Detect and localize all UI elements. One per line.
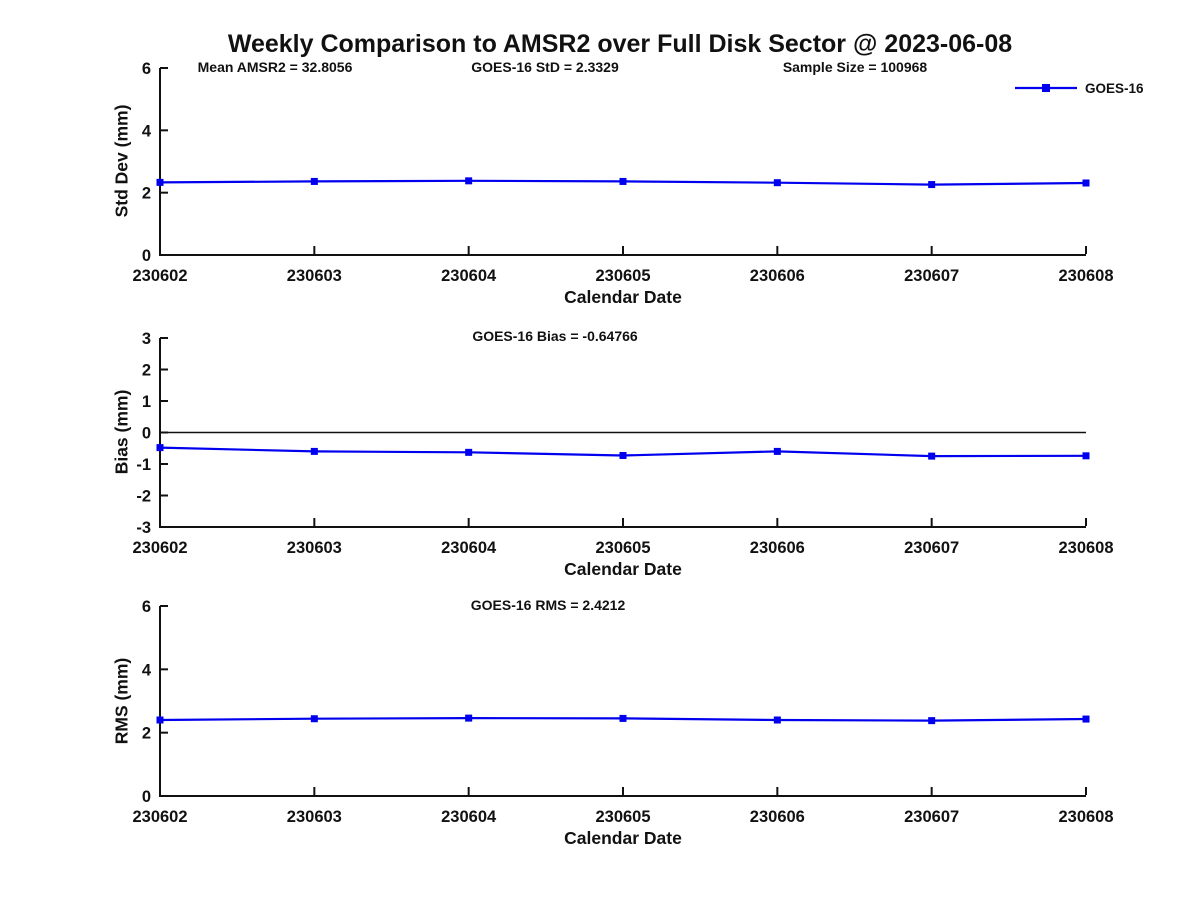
y-tick-label: 0 [142, 247, 151, 265]
series-marker-goes-16 [1082, 452, 1090, 460]
x-tick-label: 230607 [904, 539, 959, 557]
series-marker-goes-16 [619, 177, 627, 185]
series-marker-goes-16 [1082, 715, 1090, 723]
x-tick-label: 230606 [750, 539, 805, 557]
y-tick-label: -1 [136, 456, 151, 474]
series-marker-goes-16 [773, 716, 781, 724]
x-tick-label: 230605 [595, 808, 650, 826]
legend-label: GOES-16 [1085, 80, 1144, 96]
y-tick-label: 0 [142, 425, 151, 443]
figure-title: Weekly Comparison to AMSR2 over Full Dis… [227, 30, 1013, 58]
stat-goes16-rms: GOES-16 RMS = 2.4212 [470, 597, 626, 613]
axis-spine [159, 606, 1086, 797]
series-marker-goes-16 [928, 717, 936, 725]
x-tick-label: 230608 [1058, 539, 1113, 557]
series-marker-goes-16 [156, 716, 164, 724]
x-tick-label: 230607 [904, 808, 959, 826]
stat-goes16-bias: GOES-16 Bias = -0.64766 [472, 328, 638, 344]
y-tick-label: 3 [142, 330, 151, 348]
series-marker-goes-16 [310, 715, 318, 723]
series-marker-goes-16 [310, 177, 318, 185]
x-tick-label: 230608 [1058, 808, 1113, 826]
y-tick-label: 0 [142, 788, 151, 806]
x-axis-label-calendar-date-1: Calendar Date [564, 287, 682, 307]
y-tick-label: -3 [136, 519, 151, 537]
axis-spine [159, 68, 1086, 256]
stat-mean-amsr2: Mean AMSR2 = 32.8056 [197, 59, 353, 75]
series-marker-goes-16 [310, 447, 318, 455]
x-tick-label: 230603 [287, 808, 342, 826]
series-marker-goes-16 [928, 452, 936, 460]
y-tick-label: 2 [142, 185, 151, 203]
y-tick-label: 6 [142, 60, 151, 78]
series-marker-goes-16 [156, 178, 164, 186]
x-tick-label: 230605 [595, 539, 650, 557]
legend: GOES-16 [1014, 80, 1144, 96]
y-tick-label: 6 [142, 598, 151, 616]
x-tick-label: 230605 [595, 267, 650, 285]
y-tick-label: -2 [136, 488, 151, 506]
series-marker-goes-16 [1082, 179, 1090, 187]
x-tick-label: 230604 [441, 539, 497, 557]
x-tick-label: 230607 [904, 267, 959, 285]
series-marker-goes-16 [773, 179, 781, 187]
series-marker-goes-16 [465, 714, 473, 722]
x-tick-label: 230603 [287, 539, 342, 557]
y-tick-label: 4 [142, 122, 152, 140]
x-tick-label: 230602 [132, 267, 187, 285]
x-tick-label: 230604 [441, 808, 497, 826]
y-tick-label: 4 [142, 661, 152, 679]
series-marker-goes-16 [773, 447, 781, 455]
stat-sample-size: Sample Size = 100968 [782, 59, 928, 75]
series-marker-goes-16 [619, 451, 627, 459]
series-marker-goes-16 [928, 181, 936, 189]
x-tick-label: 230606 [750, 267, 805, 285]
series-marker-goes-16 [465, 177, 473, 185]
series-marker-goes-16 [619, 714, 627, 722]
y-tick-label: 2 [142, 725, 151, 743]
series-marker-goes-16 [156, 444, 164, 452]
legend-line-sample-icon [1015, 84, 1077, 92]
x-tick-label: 230603 [287, 267, 342, 285]
x-tick-label: 230608 [1058, 267, 1113, 285]
x-tick-label: 230602 [132, 808, 187, 826]
stat-goes16-std: GOES-16 StD = 2.3329 [471, 59, 619, 75]
series-marker-goes-16 [465, 448, 473, 456]
x-axis-label-calendar-date-3: Calendar Date [564, 828, 682, 848]
x-tick-label: 230604 [441, 267, 497, 285]
y-tick-label: 2 [142, 362, 151, 380]
y-tick-label: 1 [142, 393, 151, 411]
x-tick-label: 230602 [132, 539, 187, 557]
x-axis-label-calendar-date-2: Calendar Date [564, 559, 682, 579]
x-tick-label: 230606 [750, 808, 805, 826]
